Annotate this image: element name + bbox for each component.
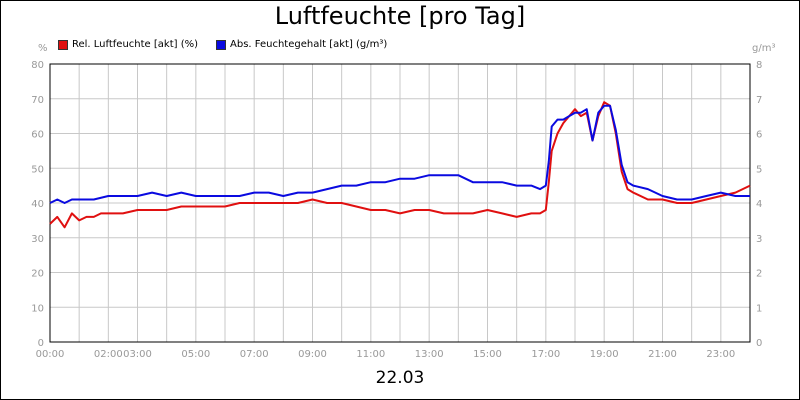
legend-item-rel-humidity: Rel. Luftfeuchte [akt] (%)	[58, 39, 198, 50]
legend-item-abs-humidity: Abs. Feuchtegehalt [akt] (g/m³)	[216, 39, 387, 50]
x-tick-label: 15:00	[473, 349, 502, 360]
y-right-tick-label: 2	[756, 269, 762, 280]
x-tick-label: 11:00	[356, 349, 385, 360]
y-right-tick-label: 5	[756, 164, 762, 175]
x-tick-label: 05:00	[181, 349, 210, 360]
y-left-tick-label: 30	[31, 234, 44, 245]
x-tick-label: 07:00	[240, 349, 269, 360]
y-left-tick-label: 20	[31, 269, 44, 280]
x-tick-label: 13:00	[415, 349, 444, 360]
legend-swatch-red	[58, 39, 68, 50]
legend-label-rel-humidity: Rel. Luftfeuchte [akt] (%)	[72, 39, 199, 50]
y-left-tick-label: 70	[31, 95, 44, 106]
y-right-tick-label: 8	[756, 60, 762, 71]
y-right-tick-label: 6	[756, 130, 762, 141]
x-tick-label: 09:00	[298, 349, 327, 360]
x-tick-label: 02:00	[94, 349, 123, 360]
x-axis-date-label: 22.03	[375, 368, 425, 388]
y-right-tick-label: 3	[756, 234, 762, 245]
y-right-tick-label: 4	[756, 199, 762, 210]
y-left-tick-label: 50	[31, 164, 44, 175]
y-right-tick-label: 1	[756, 303, 762, 314]
series-line-abs-humidity	[49, 104, 750, 204]
left-axis-unit: %	[38, 43, 48, 54]
y-right-tick-label: 7	[756, 95, 762, 106]
x-tick-label: 00:00	[36, 349, 65, 360]
right-axis-unit: g/m³	[752, 43, 776, 54]
y-right-tick-label: 0	[756, 338, 762, 349]
y-left-tick-label: 80	[31, 60, 44, 71]
x-tick-label: 17:00	[531, 349, 560, 360]
y-left-tick-label: 40	[31, 199, 44, 210]
x-tick-label: 23:00	[706, 349, 735, 360]
legend-swatch-blue	[216, 39, 226, 50]
x-tick-label: 03:00	[123, 349, 152, 360]
chart-title: Luftfeuchte [pro Tag]	[274, 2, 526, 30]
x-tick-label: 21:00	[648, 349, 677, 360]
legend-label-abs-humidity: Abs. Feuchtegehalt [akt] (g/m³)	[230, 39, 388, 50]
y-left-tick-label: 60	[31, 130, 44, 141]
x-tick-label: 19:00	[590, 349, 619, 360]
y-left-tick-label: 10	[31, 303, 44, 314]
y-left-tick-label: 0	[38, 338, 44, 349]
